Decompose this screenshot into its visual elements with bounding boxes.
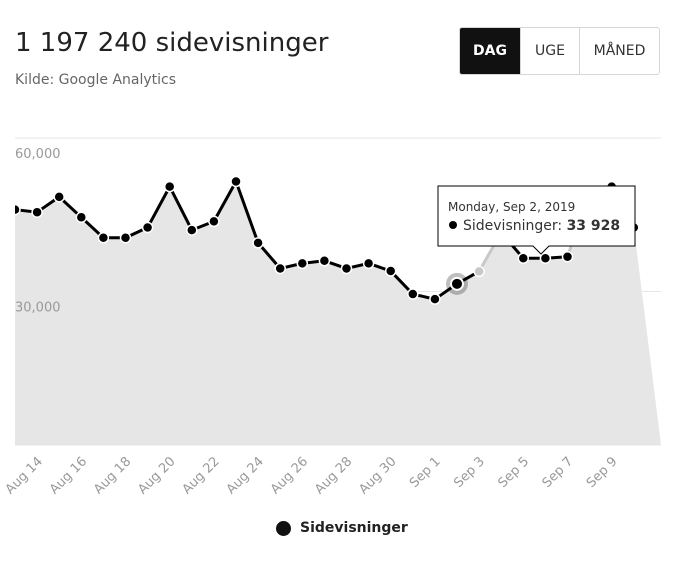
area-fill: [15, 181, 661, 445]
data-point: [340, 262, 353, 275]
tooltip-value: 33 928: [567, 218, 621, 234]
x-tick-label: Aug 28: [312, 454, 355, 497]
line-segment: [168, 185, 194, 232]
tooltip-date: Monday, Sep 2, 2019: [448, 200, 575, 214]
x-tick-label: Sep 5: [495, 454, 532, 491]
y-tick-label: 60,000: [15, 147, 61, 162]
svg-text:Sidevisninger: 33 928: Sidevisninger: 33 928: [463, 218, 620, 234]
legend-item-sidevisninger[interactable]: Sidevisninger: [276, 520, 408, 536]
x-tick-label: Sep 9: [584, 454, 621, 491]
tooltip-series-name: Sidevisninger: [463, 218, 558, 234]
x-tick-label: Aug 26: [268, 454, 311, 497]
x-tick-label: Sep 1: [407, 454, 444, 491]
data-point: [473, 265, 485, 278]
x-tick-label: Sep 3: [451, 454, 488, 491]
x-tick-label: Aug 18: [91, 454, 134, 497]
legend-marker-icon: [276, 520, 291, 536]
x-tick-label: Aug 20: [135, 454, 178, 497]
x-tick-label: Aug 24: [224, 454, 267, 497]
tooltip-series-dot-icon: [449, 221, 457, 229]
data-point: [53, 191, 65, 203]
data-point: [407, 288, 419, 300]
data-point: [450, 276, 464, 291]
line-segment: [146, 185, 172, 230]
data-point: [141, 221, 154, 234]
month-button[interactable]: MÅNED: [579, 28, 659, 74]
data-point: [539, 252, 552, 264]
data-point: [429, 293, 441, 305]
y-axis-labels: 30,000 60,000: [15, 147, 61, 316]
line-segment: [234, 179, 260, 245]
data-point: [15, 203, 21, 216]
data-point: [252, 237, 264, 249]
page-title: 1 197 240 sidevisninger: [15, 28, 329, 58]
data-point: [384, 265, 397, 277]
x-tick-label: Aug 30: [356, 454, 399, 497]
data-point: [31, 206, 43, 218]
data-point: [362, 257, 375, 270]
data-point: [75, 211, 88, 224]
data-point: [208, 215, 220, 228]
data-point: [230, 175, 242, 188]
x-tick-label: Aug 22: [180, 454, 223, 497]
period-toggle: DAG UGE MÅNED: [459, 27, 660, 75]
x-axis-labels: Aug 14 Aug 16 Aug 18 Aug 20 Aug 22 Aug 24 Aug …: [3, 454, 621, 497]
data-point: [318, 255, 331, 267]
data-point: [186, 224, 198, 236]
tooltip-box: [437, 185, 636, 255]
line-segment: [212, 179, 238, 223]
day-button[interactable]: DAG: [460, 28, 520, 74]
data-point: [119, 232, 132, 244]
data-point: [561, 250, 574, 263]
legend-label: Sidevisninger: [300, 520, 408, 536]
x-tick-label: Aug 14: [3, 454, 46, 497]
data-point: [274, 262, 286, 275]
data-point: [517, 252, 530, 264]
data-point: [296, 257, 309, 270]
tooltip: Monday, Sep 2, 2019 Sidevisninger: 33 92…: [437, 185, 636, 255]
data-point: [163, 180, 176, 193]
week-button[interactable]: UGE: [520, 28, 579, 74]
x-tick-label: Sep 7: [540, 454, 577, 491]
data-source: Kilde: Google Analytics: [15, 72, 177, 88]
data-point: [97, 232, 110, 244]
y-tick-label: 30,000: [15, 301, 61, 316]
x-tick-label: Aug 16: [47, 454, 90, 497]
